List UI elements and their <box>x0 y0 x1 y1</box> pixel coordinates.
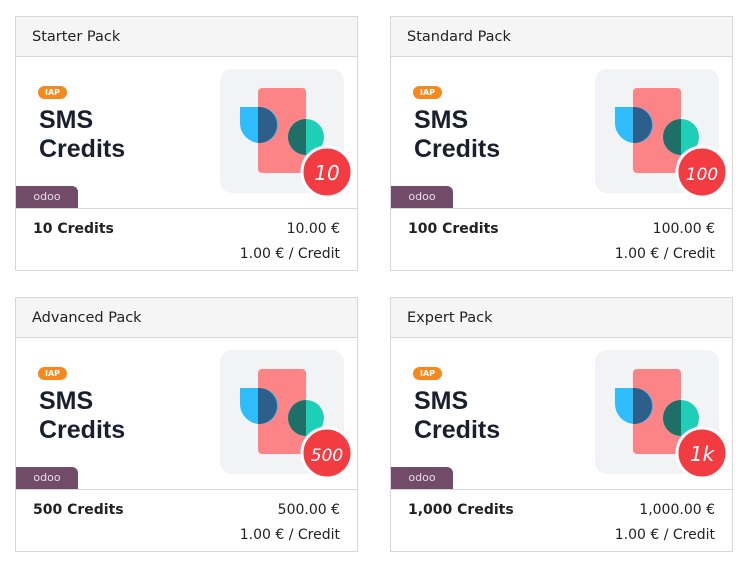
icon-badge-count: 10 <box>314 161 339 185</box>
iap-badge: IAP <box>38 86 68 99</box>
product-name: SMS Credits <box>414 387 501 444</box>
pack-title: Advanced Pack <box>16 298 357 338</box>
unit-price: 1.00 € / Credit <box>614 527 715 543</box>
pack-card[interactable]: Standard Pack IAP SMS Credits odoo 100 10… <box>390 16 733 271</box>
pack-image: IAP SMS Credits odoo 100 <box>391 57 732 209</box>
sms-credits-icon: 100 <box>595 69 729 199</box>
pack-image: IAP SMS Credits odoo 10 <box>16 57 357 209</box>
pack-card[interactable]: Expert Pack IAP SMS Credits odoo 1k 1,000… <box>390 297 733 552</box>
credits-amount: 1,000 Credits <box>408 502 514 518</box>
pack-image: IAP SMS Credits odoo 500 <box>16 338 357 490</box>
sms-credits-icon: 1k <box>595 350 729 480</box>
credits-amount: 100 Credits <box>408 221 499 237</box>
iap-badge: IAP <box>413 86 443 99</box>
pack-card[interactable]: Advanced Pack IAP SMS Credits odoo 500 50… <box>15 297 358 552</box>
pack-title: Standard Pack <box>391 17 732 57</box>
credits-amount: 10 Credits <box>33 221 114 237</box>
odoo-logo: odoo <box>391 186 453 208</box>
iap-badge: IAP <box>38 367 68 380</box>
pack-title: Expert Pack <box>391 298 732 338</box>
pack-image: IAP SMS Credits odoo 1k <box>391 338 732 490</box>
unit-price: 1.00 € / Credit <box>614 246 715 262</box>
pack-price: 10.00 € <box>286 221 340 237</box>
pack-price: 1,000.00 € <box>639 502 715 518</box>
iap-badge: IAP <box>413 367 443 380</box>
icon-badge-count: 100 <box>686 165 718 185</box>
pack-price: 500.00 € <box>277 502 340 518</box>
icon-badge-count: 500 <box>311 446 343 466</box>
odoo-logo: odoo <box>16 467 78 489</box>
pack-title: Starter Pack <box>16 17 357 57</box>
odoo-logo: odoo <box>391 467 453 489</box>
unit-price: 1.00 € / Credit <box>239 527 340 543</box>
icon-badge-count: 1k <box>690 442 716 466</box>
product-name: SMS Credits <box>414 106 501 163</box>
pack-card[interactable]: Starter Pack IAP SMS Credits odoo 10 10 C… <box>15 16 358 271</box>
product-name: SMS Credits <box>39 387 126 444</box>
pack-price: 100.00 € <box>652 221 715 237</box>
credits-amount: 500 Credits <box>33 502 124 518</box>
odoo-logo: odoo <box>16 186 78 208</box>
sms-credits-icon: 10 <box>220 69 354 199</box>
product-name: SMS Credits <box>39 106 126 163</box>
sms-credits-icon: 500 <box>220 350 354 480</box>
unit-price: 1.00 € / Credit <box>239 246 340 262</box>
